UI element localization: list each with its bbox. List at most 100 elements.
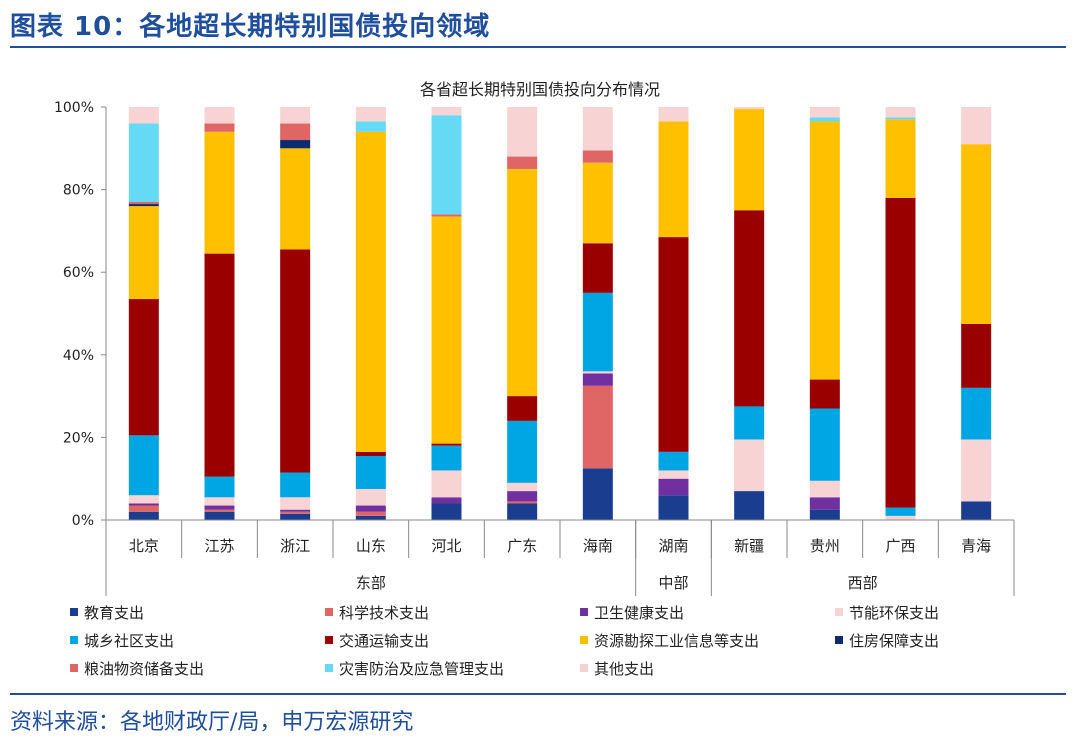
bar-segment xyxy=(658,107,689,122)
bar-segment xyxy=(128,201,159,205)
x-tick-label: 广东 xyxy=(507,537,537,555)
bar-segment xyxy=(582,385,613,469)
legend-swatch xyxy=(70,635,78,644)
legend-swatch xyxy=(70,607,78,616)
bar-segment xyxy=(204,497,235,506)
bar-segment xyxy=(431,214,462,217)
bar-segment xyxy=(507,396,538,421)
x-tick-label: 新疆 xyxy=(734,537,764,555)
bar-segment xyxy=(355,489,386,506)
bar-segment xyxy=(355,131,386,452)
legend-item: 粮油物资储备支出 xyxy=(70,658,204,679)
legend-item: 住房保障支出 xyxy=(835,630,939,651)
bar-segment xyxy=(809,121,840,380)
bar-segment xyxy=(431,503,462,520)
legend-swatch xyxy=(835,635,843,644)
legend-label: 灾害防治及应急管理支出 xyxy=(339,660,505,678)
x-tick-label: 山东 xyxy=(356,537,386,555)
bar-segment xyxy=(355,511,386,516)
bar-segment xyxy=(280,107,311,124)
legend-swatch xyxy=(325,607,333,616)
stacked-bar-chart: 0% 20% 40% 60% 80% 100% 北京 江苏 浙江 山东 河北 广东 海南 湖南 新疆 贵州 广西… xyxy=(54,100,1015,596)
group-label: 中部 xyxy=(658,574,688,592)
bar-segment xyxy=(280,509,311,512)
bar-segment xyxy=(280,472,311,498)
legend-item: 城乡社区支出 xyxy=(70,630,174,651)
bar-segment xyxy=(204,253,235,477)
legend-swatch xyxy=(580,663,588,672)
bar-segment xyxy=(582,292,613,372)
bar-segment xyxy=(809,480,840,498)
bar-segment xyxy=(431,115,462,215)
bar-segment xyxy=(734,210,765,407)
bar-segment xyxy=(961,501,992,520)
y-tick-label: 80% xyxy=(63,183,94,199)
bar-segment xyxy=(658,121,689,238)
bar-segment xyxy=(204,123,235,132)
bar-segment xyxy=(658,478,689,496)
bar-segment xyxy=(961,323,992,388)
bar-segment xyxy=(885,119,916,198)
bar-segment xyxy=(431,470,462,498)
legend-label: 节能环保支出 xyxy=(849,604,940,622)
bar-segment xyxy=(280,140,311,149)
bar-segment xyxy=(734,107,765,110)
bar-segment xyxy=(128,107,159,124)
bar-segment xyxy=(734,109,765,211)
legend-item: 节能环保支出 xyxy=(835,602,939,623)
x-tick-label: 湖南 xyxy=(658,537,688,555)
bar-segment xyxy=(961,107,992,145)
bar-segment xyxy=(507,503,538,520)
legend-item: 教育支出 xyxy=(70,602,144,623)
bar-segment xyxy=(355,515,386,520)
bar-segment xyxy=(658,451,689,471)
bar-segment xyxy=(280,148,311,250)
x-tick-label: 河北 xyxy=(431,537,461,555)
legend-item: 科学技术支出 xyxy=(325,602,429,623)
bar-segment xyxy=(809,509,840,520)
bar-segment xyxy=(734,491,765,520)
legend-swatch xyxy=(580,635,588,644)
bar-segment xyxy=(961,439,992,502)
legend-swatch xyxy=(325,663,333,672)
bar-segment xyxy=(809,379,840,409)
source-note: 资料来源：各地财政厅/局，申万宏源研究 xyxy=(10,710,414,735)
bar-segment xyxy=(507,482,538,492)
bar-segment xyxy=(885,507,916,516)
bar-segment xyxy=(128,435,159,496)
legend-item: 其他支出 xyxy=(580,658,654,679)
y-tick-label: 40% xyxy=(63,348,94,364)
y-tick-label: 0% xyxy=(72,513,94,529)
bar-segment xyxy=(658,470,689,479)
legend-label: 教育支出 xyxy=(84,604,145,622)
bar-segment xyxy=(961,387,992,440)
chart-title: 各省超长期特别国债投向分布情况 xyxy=(419,80,660,99)
legend-label: 资源勘探工业信息等支出 xyxy=(594,632,760,650)
bar-segment xyxy=(431,107,462,116)
figure-title: 图表 10：各地超长期特别国债投向领域 xyxy=(10,12,491,42)
bar-segment xyxy=(355,505,386,512)
bar-segment xyxy=(507,501,538,504)
bar-segment xyxy=(582,107,613,151)
bar-segment xyxy=(582,243,613,293)
bar-segment xyxy=(128,503,159,506)
bar-segment xyxy=(809,117,840,122)
bar-segment xyxy=(280,513,311,520)
bar-segment xyxy=(431,216,462,444)
bar-segment xyxy=(582,162,613,244)
bar-segment xyxy=(355,455,386,490)
y-tick-label: 20% xyxy=(63,430,94,446)
title-rule xyxy=(10,46,1066,48)
legend-item: 交通运输支出 xyxy=(325,630,429,651)
bar-segment xyxy=(507,420,538,483)
bar-segment xyxy=(204,509,235,512)
bar-segment xyxy=(128,511,159,520)
legend-label: 城乡社区支出 xyxy=(84,632,175,650)
bar-segment xyxy=(961,144,992,324)
legend-item: 资源勘探工业信息等支出 xyxy=(580,630,759,651)
bar-segment xyxy=(507,168,538,397)
legend-swatch xyxy=(70,663,78,672)
bar-segment xyxy=(280,511,311,514)
bar-segment xyxy=(128,204,159,207)
bar-segment xyxy=(128,299,159,436)
